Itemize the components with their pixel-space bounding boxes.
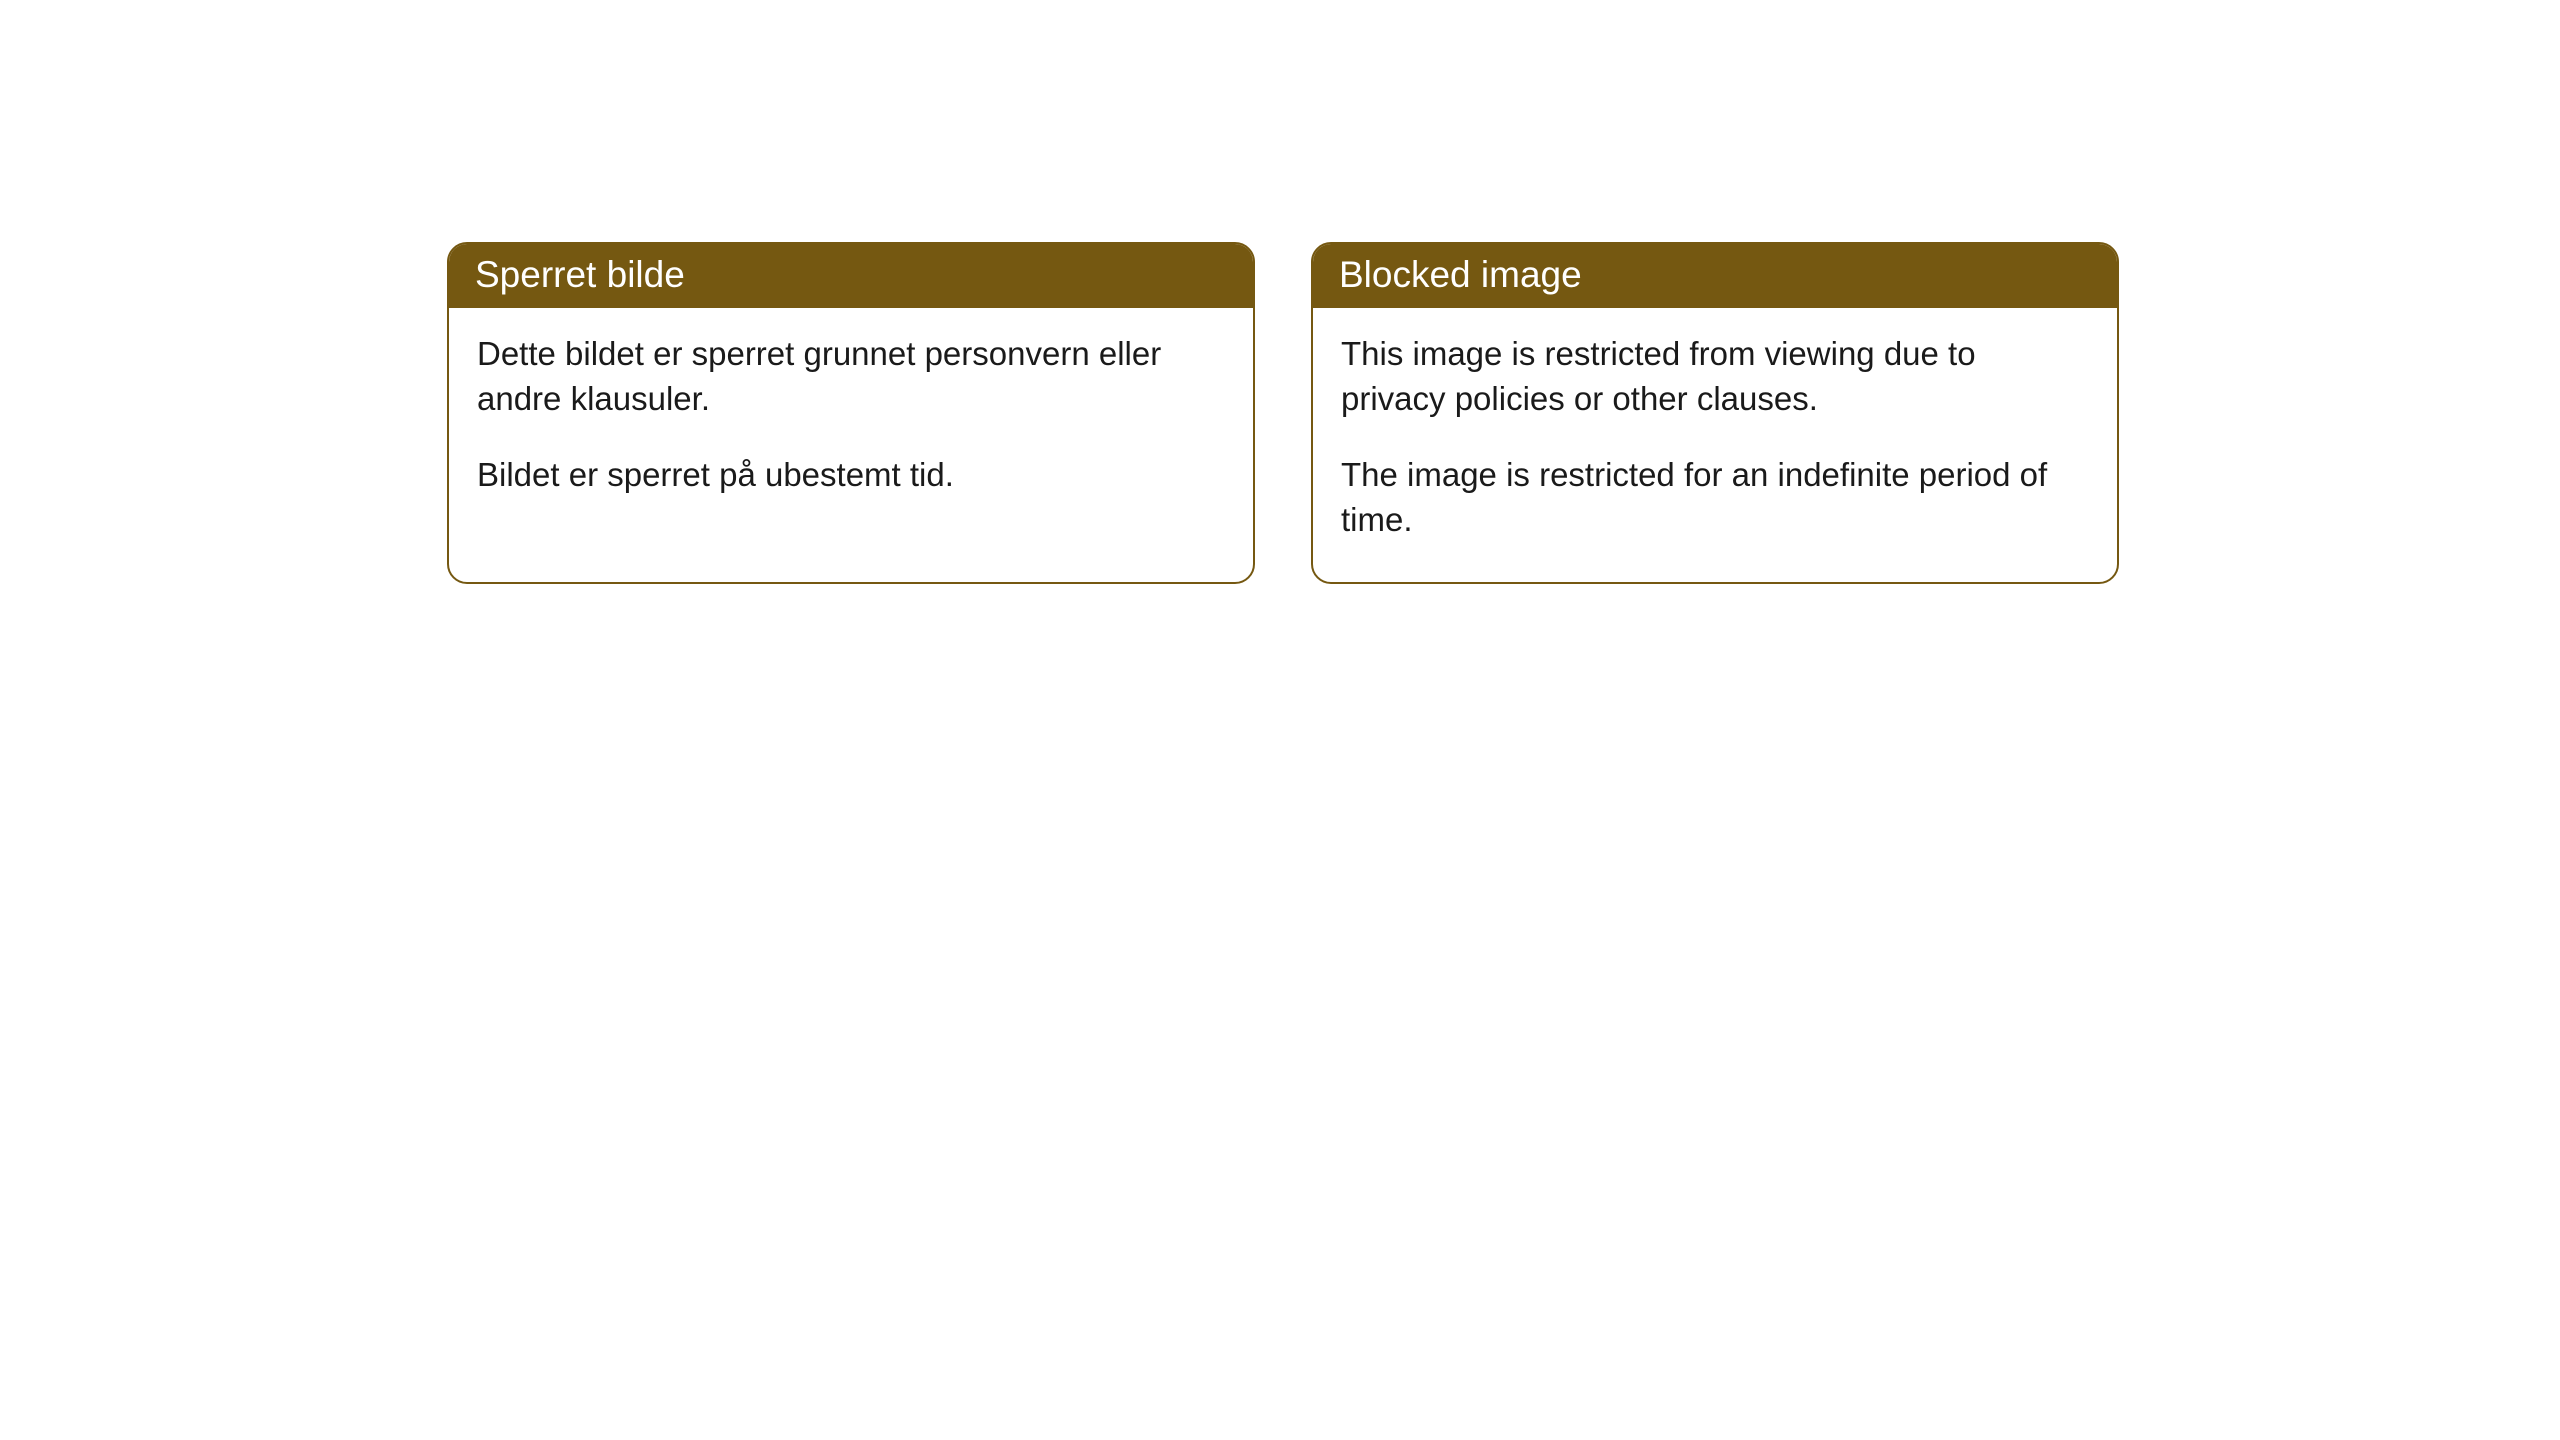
card-title-norwegian: Sperret bilde [475,254,685,295]
blocked-image-card-norwegian: Sperret bilde Dette bildet er sperret gr… [447,242,1255,584]
notice-paragraph-1-norwegian: Dette bildet er sperret grunnet personve… [477,332,1225,421]
card-title-english: Blocked image [1339,254,1582,295]
notice-container: Sperret bilde Dette bildet er sperret gr… [0,0,2560,584]
notice-paragraph-2-english: The image is restricted for an indefinit… [1341,453,2089,542]
card-body-english: This image is restricted from viewing du… [1313,308,2117,582]
notice-paragraph-2-norwegian: Bildet er sperret på ubestemt tid. [477,453,1225,498]
notice-paragraph-1-english: This image is restricted from viewing du… [1341,332,2089,421]
card-header-norwegian: Sperret bilde [449,244,1253,308]
blocked-image-card-english: Blocked image This image is restricted f… [1311,242,2119,584]
card-header-english: Blocked image [1313,244,2117,308]
card-body-norwegian: Dette bildet er sperret grunnet personve… [449,308,1253,538]
